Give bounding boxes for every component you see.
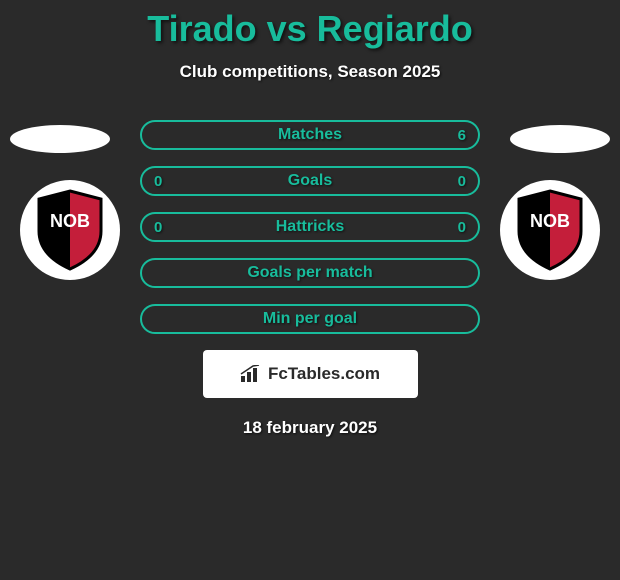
badge-label: NOB xyxy=(50,211,90,231)
stat-row: 0 Goals 0 xyxy=(140,166,480,196)
page-title: Tirado vs Regiardo xyxy=(0,8,620,50)
stat-row: Goals per match xyxy=(140,258,480,288)
stat-label: Min per goal xyxy=(263,310,357,328)
player-shadow-right xyxy=(510,125,610,153)
stat-value-left: 0 xyxy=(154,173,162,190)
stat-value-right: 6 xyxy=(458,127,466,144)
comparison-card: Tirado vs Regiardo Club competitions, Se… xyxy=(0,0,620,438)
stat-row: Matches 6 xyxy=(140,120,480,150)
stat-label: Goals per match xyxy=(247,264,372,282)
player-shadow-left xyxy=(10,125,110,153)
watermark-text: FcTables.com xyxy=(268,364,380,384)
stat-label: Hattricks xyxy=(276,218,344,236)
watermark: FcTables.com xyxy=(203,350,418,398)
team-badge-right: NOB xyxy=(500,180,600,280)
stats-table: Matches 6 0 Goals 0 0 Hattricks 0 Goals … xyxy=(140,120,480,334)
stat-value-right: 0 xyxy=(458,219,466,236)
stat-row: 0 Hattricks 0 xyxy=(140,212,480,242)
bar-chart-icon xyxy=(240,365,262,383)
shield-icon: NOB xyxy=(35,189,105,271)
subtitle: Club competitions, Season 2025 xyxy=(0,62,620,82)
stat-label: Matches xyxy=(278,126,342,144)
badge-label: NOB xyxy=(530,211,570,231)
stat-value-left: 0 xyxy=(154,219,162,236)
stat-label: Goals xyxy=(288,172,332,190)
date-label: 18 february 2025 xyxy=(0,418,620,438)
team-badge-left: NOB xyxy=(20,180,120,280)
stat-value-right: 0 xyxy=(458,173,466,190)
shield-icon: NOB xyxy=(515,189,585,271)
stat-row: Min per goal xyxy=(140,304,480,334)
